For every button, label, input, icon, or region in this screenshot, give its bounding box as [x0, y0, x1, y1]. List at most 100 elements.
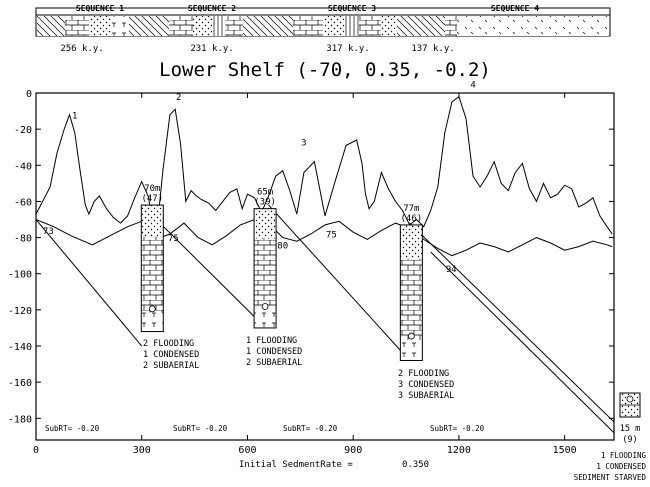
side-note: SEDIMENT STARVED — [574, 473, 647, 482]
subrt-label: SubRT= -0.20 — [430, 424, 485, 433]
y-tick-label: -180 — [8, 414, 32, 425]
strat-column: 70m(47) — [140, 184, 164, 333]
subsidence-line — [409, 222, 615, 423]
subrt-label: SubRT= -0.20 — [173, 424, 228, 433]
shelf-surface-curve — [35, 218, 613, 257]
condensed-symbol — [626, 395, 634, 403]
point-label: 3 — [301, 138, 306, 148]
point-label: 2 — [176, 93, 181, 103]
column-label: 65m — [257, 188, 273, 198]
point-label: 75 — [326, 231, 337, 241]
x-tick-label: 600 — [238, 445, 256, 456]
seq-strip — [169, 16, 193, 36]
side-column: 15 m (9) 1 FLOODING 1 CONDENSED SEDIMENT… — [574, 392, 647, 482]
seq-strip — [89, 16, 111, 36]
y-tick-label: -40 — [14, 161, 32, 172]
subrt-label: SubRT= -0.20 — [283, 424, 338, 433]
column-notes-1: 2 FLOODING 1 CONDENSED 2 SUBAERIAL — [143, 339, 199, 371]
y-tick-label: -20 — [14, 125, 32, 136]
point-label: 94 — [446, 265, 457, 275]
note-line: 1 FLOODING — [246, 336, 297, 346]
strat-column: 65m(39) — [253, 188, 277, 329]
column-layer — [400, 224, 423, 259]
note-line: 2 SUBAERIAL — [143, 361, 199, 371]
seq-strip — [225, 16, 243, 36]
subsidence-line — [268, 204, 410, 361]
y-tick-label: 0 — [26, 89, 32, 100]
seq-strip — [243, 16, 293, 36]
column-layer — [400, 299, 423, 341]
sequence-duration: 137 k.y. — [411, 44, 454, 54]
point-label: 73 — [43, 227, 54, 237]
column-layer — [141, 274, 164, 313]
seq-strip — [397, 16, 445, 36]
y-tick-label: -160 — [8, 378, 32, 389]
stratigraphic-columns: 70m(47) 65m(39) 77m(46) — [140, 184, 423, 361]
point-label: 4 — [470, 81, 475, 91]
seq-strip — [193, 16, 213, 36]
x-tick-label: 1500 — [553, 445, 577, 456]
condensed-symbol — [148, 305, 156, 313]
sequence-duration: 256 k.y. — [60, 44, 103, 54]
column-outline — [253, 208, 277, 329]
seq-strip — [213, 16, 225, 36]
side-column-label: 15 m — [620, 424, 640, 434]
seq-strip — [323, 16, 345, 36]
point-label: 80 — [277, 241, 288, 251]
chart-title: Lower Shelf (-70, 0.35, -0.2) — [159, 59, 491, 81]
note-line: 3 CONDENSED — [398, 380, 454, 390]
point-label: 75 — [168, 234, 179, 244]
sequence-duration: 317 k.y. — [326, 44, 369, 54]
y-tick-label: -140 — [8, 342, 32, 353]
column-layer — [254, 238, 277, 275]
y-axis: 0 -20 -40 -60 -80 -100 -120 -140 -160 -180 — [8, 89, 614, 425]
x-tick-label: 1200 — [447, 445, 471, 456]
column-layer — [254, 208, 277, 239]
y-tick-label: -100 — [8, 270, 32, 281]
column-notes-2: 1 FLOODING 1 CONDENSED 2 SUBAERIAL — [246, 336, 302, 368]
seq-strip — [129, 16, 169, 36]
column-layer — [400, 258, 423, 300]
x-tick-label: 0 — [33, 445, 39, 456]
column-layer — [400, 340, 423, 361]
subsidence-line — [430, 251, 615, 434]
seq-strip — [359, 16, 381, 36]
seq-strip — [37, 16, 65, 36]
note-line: 3 SUBAERIAL — [398, 391, 454, 401]
column-label: 70m — [144, 184, 160, 194]
subrt-label: SubRT= -0.20 — [45, 424, 100, 433]
sequence-label: SEQUENCE 4 — [491, 4, 539, 13]
note-line: 2 FLOODING — [398, 369, 449, 379]
seq-strip — [345, 16, 359, 36]
column-layer — [141, 205, 164, 237]
y-tick-label: -60 — [14, 197, 32, 208]
seq-strip — [111, 16, 129, 36]
column-layer — [141, 236, 164, 275]
x-tick-label: 300 — [133, 445, 151, 456]
column-layer — [254, 310, 277, 328]
sequence-duration: 231 k.y. — [190, 44, 233, 54]
side-note: 1 CONDENSED — [596, 462, 646, 471]
strat-column: 77m(46) — [399, 204, 423, 361]
x-axis-label: Initial SedmentRate = — [239, 460, 353, 470]
column-outline — [140, 204, 164, 333]
x-tick-label: 900 — [344, 445, 362, 456]
y-tick-label: -80 — [14, 234, 32, 245]
column-sublabel: (46) — [401, 214, 423, 224]
note-line: 2 SUBAERIAL — [246, 358, 302, 368]
side-note: 1 FLOODING — [601, 451, 647, 460]
sequence-label: SEQUENCE 1 — [76, 4, 124, 13]
condensed-symbol — [261, 303, 269, 310]
subsidence-line — [35, 219, 143, 347]
condensed-symbol — [407, 332, 415, 340]
note-line: 1 CONDENSED — [143, 350, 199, 360]
column-layer — [254, 274, 277, 311]
sequence-label: SEQUENCE 2 — [188, 4, 236, 13]
point-labels: 1 2 3 4 73 75 80 75 94 — [43, 81, 476, 275]
seq-strip — [445, 16, 457, 36]
sequence-label: SEQUENCE 3 — [328, 4, 376, 13]
subsidence-lines — [35, 204, 615, 434]
note-line: 1 CONDENSED — [246, 347, 302, 357]
